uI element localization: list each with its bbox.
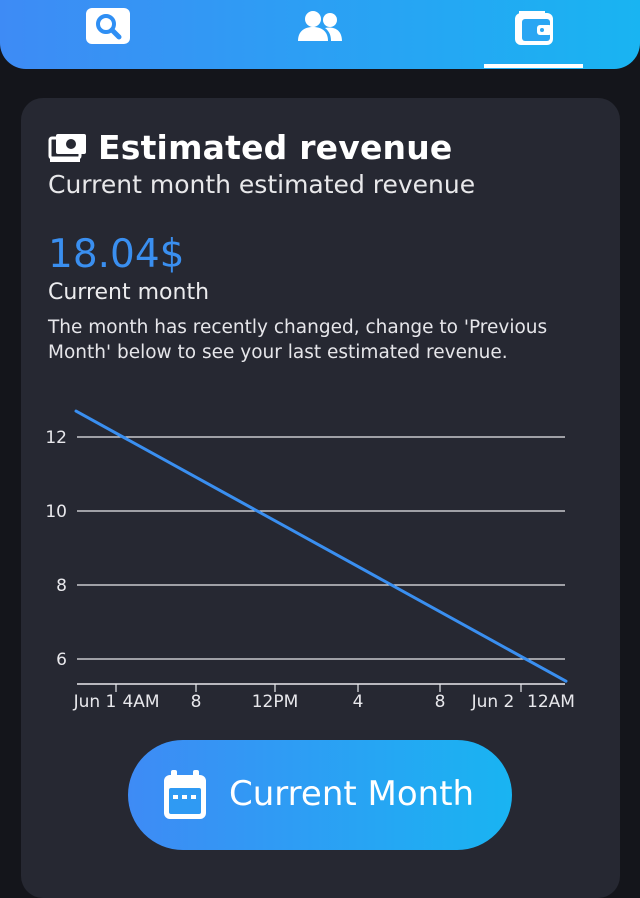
wallet-icon [514, 11, 553, 45]
tab-users[interactable] [272, 0, 368, 69]
month-change-notice: The month has recently changed, change t… [48, 317, 548, 363]
money-icon [48, 133, 86, 162]
active-tab-indicator [484, 64, 583, 68]
current-month-button[interactable]: Current Month [128, 740, 512, 850]
revenue-period-label: Current month [48, 280, 210, 305]
card-subtitle: Current month estimated revenue [48, 170, 476, 199]
top-tab-bar [0, 0, 640, 69]
calendar-icon [164, 770, 206, 819]
revenue-amount: 18.04$ [48, 232, 185, 277]
search-icon [86, 8, 130, 44]
tab-wallet[interactable] [484, 0, 583, 69]
card-header: Estimated revenue [48, 128, 453, 167]
card-title: Estimated revenue [98, 128, 453, 167]
tab-search[interactable] [60, 0, 156, 69]
current-month-label: Current Month [229, 774, 475, 814]
users-icon [298, 11, 342, 41]
